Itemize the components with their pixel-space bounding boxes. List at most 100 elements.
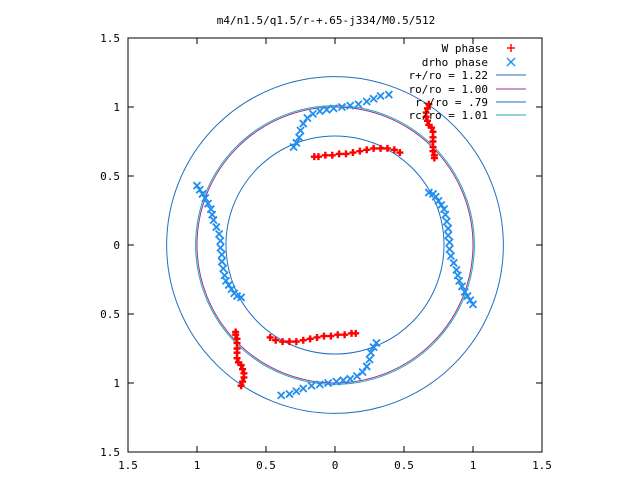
chart-title: m4/n1.5/q1.5/r-+.65-j334/M0.5/512 <box>217 14 436 27</box>
point-drho-phase <box>442 217 451 226</box>
point-w-phase <box>390 146 398 154</box>
point-w-phase <box>240 369 248 377</box>
legend-label-r-c: rc/ro = 1.01 <box>409 109 488 122</box>
legend: W phase drho phase r+/ro = 1.22 ro/ro = … <box>409 42 526 122</box>
point-drho-phase <box>227 285 236 294</box>
point-drho-phase <box>329 104 338 113</box>
legend-marker-drho-phase <box>506 57 516 67</box>
point-drho-phase <box>362 362 371 371</box>
point-w-phase <box>396 149 404 157</box>
point-w-phase <box>272 336 280 344</box>
point-drho-phase <box>376 91 385 101</box>
point-drho-phase <box>217 250 226 259</box>
point-drho-phase <box>384 90 393 99</box>
point-drho-phase <box>466 296 475 305</box>
point-drho-phase <box>372 338 381 348</box>
point-w-phase <box>292 338 300 346</box>
point-w-phase <box>349 149 357 157</box>
point-w-phase <box>429 147 437 155</box>
legend-label-r-minus: r-/ro = .79 <box>415 96 488 109</box>
point-drho-phase <box>198 189 207 199</box>
point-drho-phase <box>460 287 469 297</box>
legend-label-r-o: ro/ro = 1.00 <box>409 83 488 96</box>
y-axis-tick-labels: 1.5 1 0.5 0 0.5 1 1.5 <box>100 32 120 459</box>
point-drho-phase <box>307 381 316 390</box>
point-drho-phase <box>216 236 225 245</box>
point-drho-phase <box>296 126 305 135</box>
point-drho-phase <box>463 291 472 301</box>
point-w-phase <box>423 117 431 125</box>
circle-ro-ro <box>196 106 474 384</box>
point-drho-phase <box>299 384 308 393</box>
y-tick-label: 1 <box>113 377 120 390</box>
point-w-phase <box>239 365 247 373</box>
point-drho-phase <box>203 199 213 208</box>
point-drho-phase <box>192 181 202 190</box>
y-tick-label: 0.5 <box>100 308 120 321</box>
x-tick-label: 1 <box>194 459 201 472</box>
point-w-phase <box>313 333 321 341</box>
point-drho-phase <box>219 264 228 273</box>
point-drho-phase <box>224 280 233 290</box>
point-w-phase <box>237 382 245 390</box>
y-tick-label: 1.5 <box>100 446 120 459</box>
point-drho-phase <box>315 380 324 389</box>
y-tick-label: 1 <box>113 101 120 114</box>
point-drho-phase <box>230 289 239 298</box>
point-drho-phase <box>444 231 453 240</box>
point-w-phase <box>363 146 371 154</box>
point-drho-phase <box>339 376 348 385</box>
point-drho-phase <box>332 377 341 386</box>
x-axis-tick-labels: 1.5 1 0.5 0 0.5 1 1.5 <box>118 459 552 472</box>
point-w-phase <box>310 153 318 161</box>
point-drho-phase <box>195 185 204 194</box>
point-drho-phase <box>201 193 210 203</box>
point-drho-phase <box>220 271 229 280</box>
point-drho-phase <box>289 142 298 152</box>
point-drho-phase <box>294 133 304 142</box>
point-w-phase <box>232 328 240 336</box>
point-drho-phase <box>352 371 362 381</box>
point-w-phase <box>334 331 342 339</box>
x-tick-label: 0.5 <box>394 459 414 472</box>
point-w-phase <box>320 332 328 340</box>
x-tick-label: 1.5 <box>532 459 552 472</box>
point-drho-phase <box>322 105 331 114</box>
axis-ticks <box>127 37 543 453</box>
point-drho-phase <box>292 138 301 148</box>
point-drho-phase <box>445 238 454 247</box>
point-w-phase <box>377 144 385 152</box>
point-w-phase <box>383 144 391 152</box>
point-drho-phase <box>303 113 312 123</box>
point-w-phase <box>341 331 349 339</box>
point-drho-phase <box>206 204 215 214</box>
point-drho-phase <box>457 282 467 291</box>
point-w-phase <box>352 329 360 337</box>
point-drho-phase <box>366 348 376 357</box>
point-w-phase <box>321 151 329 159</box>
point-w-phase <box>430 154 438 162</box>
point-drho-phase <box>212 222 221 232</box>
point-drho-phase <box>437 200 446 210</box>
point-drho-phase <box>365 355 374 364</box>
legend-label-drho-phase: drho phase <box>422 56 488 69</box>
point-w-phase <box>356 147 364 155</box>
circle-rc-ro <box>195 105 475 385</box>
point-drho-phase <box>446 251 456 261</box>
radius-circles <box>166 76 504 414</box>
point-w-phase <box>342 150 350 158</box>
point-w-phase <box>239 378 247 386</box>
point-drho-phase <box>449 258 458 268</box>
data-points <box>192 90 478 400</box>
point-w-phase <box>327 332 335 340</box>
point-drho-phase <box>441 210 450 219</box>
point-drho-phase <box>468 300 478 309</box>
point-drho-phase <box>354 100 363 109</box>
legend-marker-w-phase <box>507 44 515 52</box>
point-w-phase <box>423 104 431 112</box>
x-tick-label: 1.5 <box>118 459 138 472</box>
point-drho-phase <box>434 196 443 205</box>
point-w-phase <box>233 335 241 343</box>
point-drho-phase <box>308 109 318 119</box>
